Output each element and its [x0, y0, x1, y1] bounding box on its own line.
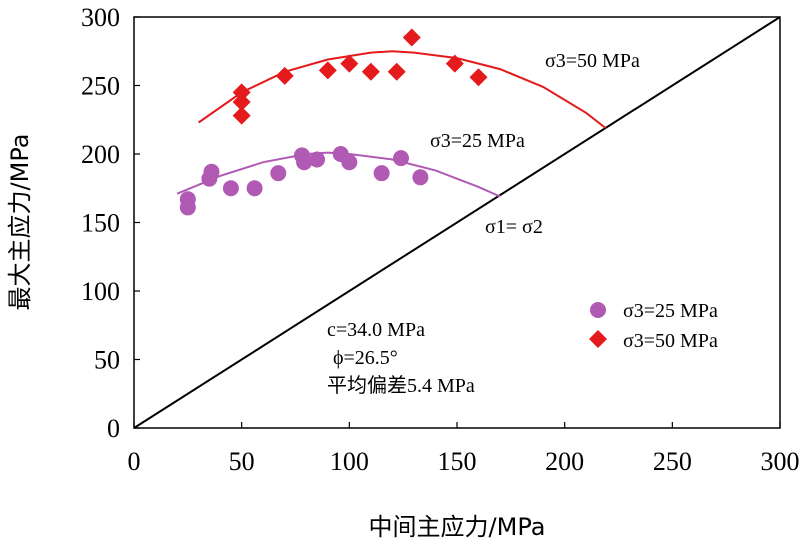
- point-series1: [361, 62, 380, 81]
- point-series0: [393, 150, 410, 167]
- legend-label-50: σ3=50 MPa: [623, 330, 718, 352]
- point-series1: [340, 54, 359, 73]
- point-series1: [275, 66, 294, 85]
- point-series0: [341, 154, 358, 171]
- point-series0: [246, 180, 263, 197]
- curve-label-25: σ3=25 MPa: [430, 130, 525, 152]
- point-series1: [387, 62, 406, 81]
- curve-label-50: σ3=50 MPa: [545, 50, 640, 72]
- legend-marker-diamond: [589, 330, 607, 348]
- legend-label-25: σ3=25 MPa: [623, 300, 718, 322]
- point-series0: [296, 154, 313, 171]
- legend-marker-circle: [590, 302, 606, 318]
- x-tick-label: 100: [330, 447, 369, 476]
- data-points-group: [179, 28, 488, 216]
- point-series0: [373, 165, 390, 182]
- friction-angle-text: ϕ=26.5°: [333, 347, 398, 369]
- point-series0: [222, 180, 239, 197]
- x-axis-title: 中间主应力/MPa: [369, 513, 546, 541]
- y-tick-label: 300: [81, 3, 120, 32]
- point-series1: [232, 106, 251, 125]
- y-tick-label: 150: [81, 209, 120, 238]
- y-tick-label: 50: [94, 346, 120, 375]
- y-axis-title: 最大主应力/MPa: [6, 134, 34, 311]
- point-series1: [232, 83, 251, 102]
- x-tick-label: 0: [128, 447, 141, 476]
- point-series1: [232, 92, 251, 111]
- legend: σ3=25 MPa σ3=50 MPa: [589, 300, 718, 352]
- reference-line-group: [133, 16, 781, 429]
- reference-line-label: σ1= σ2: [485, 216, 543, 238]
- x-tick-label: 300: [761, 447, 800, 476]
- point-series1: [402, 28, 421, 47]
- x-tick-label: 50: [229, 447, 255, 476]
- point-series0: [179, 199, 196, 216]
- point-series0: [203, 163, 220, 180]
- x-tick-label: 150: [438, 447, 477, 476]
- y-tick-label: 100: [81, 277, 120, 306]
- y-tick-label: 250: [81, 72, 120, 101]
- point-series0: [412, 169, 429, 186]
- point-series0: [270, 165, 287, 182]
- point-series1: [445, 54, 464, 73]
- y-tick-label: 200: [81, 140, 120, 169]
- reference-line: [133, 16, 781, 429]
- point-series1: [318, 61, 337, 80]
- y-tick-label: 0: [107, 414, 120, 443]
- x-tick-label: 200: [545, 447, 584, 476]
- x-tick-label: 250: [653, 447, 692, 476]
- cohesion-text: c=34.0 MPa: [327, 319, 425, 341]
- point-series1: [469, 68, 488, 87]
- mean-deviation-text: 平均偏差5.4 MPa: [327, 374, 475, 397]
- axis-ticks-group: 0 50 100 150 200 250 300 0 50 100 150 200 250 300: [81, 3, 800, 476]
- point-series0: [309, 151, 326, 168]
